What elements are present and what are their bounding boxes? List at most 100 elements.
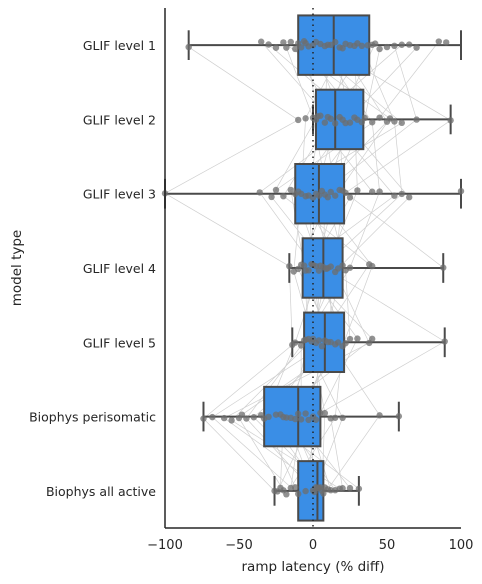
- x-tick-label: 50: [379, 538, 396, 553]
- data-point: [327, 188, 334, 196]
- data-point: [280, 192, 287, 200]
- data-point: [209, 413, 216, 421]
- data-point: [292, 415, 299, 423]
- y-tick-label: GLIF level 3: [83, 187, 156, 202]
- data-point: [346, 194, 354, 201]
- data-point: [221, 414, 228, 422]
- data-point: [297, 342, 305, 349]
- data-point: [324, 194, 331, 201]
- data-point: [287, 38, 294, 46]
- data-point: [302, 115, 309, 122]
- data-point: [332, 120, 339, 127]
- data-point: [376, 188, 383, 195]
- data-point: [354, 187, 361, 194]
- data-point: [457, 187, 465, 195]
- data-point: [302, 410, 309, 417]
- data-point: [346, 484, 354, 492]
- data-point: [332, 414, 339, 421]
- data-point: [265, 413, 272, 421]
- y-tick-label: GLIF level 4: [83, 261, 156, 276]
- paired-line: [164, 119, 299, 194]
- data-point: [443, 39, 450, 46]
- data-point: [406, 41, 413, 48]
- data-point: [413, 44, 420, 51]
- y-ticks: GLIF level 1 GLIF level 2 GLIF level 3 GLIF…: [29, 38, 156, 499]
- paired-line: [212, 416, 299, 495]
- paired-line: [364, 48, 380, 119]
- paired-line: [275, 189, 370, 265]
- paired-line: [345, 120, 451, 194]
- data-point: [398, 41, 405, 48]
- data-point: [292, 339, 299, 346]
- paired-line: [308, 341, 445, 421]
- data-point: [346, 335, 354, 343]
- paired-line: [330, 418, 343, 489]
- data-point: [342, 339, 349, 347]
- data-point: [440, 264, 447, 271]
- data-point: [292, 484, 299, 491]
- y-tick-label: GLIF level 2: [83, 112, 156, 127]
- y-tick-label: Biophys perisomatic: [29, 410, 156, 425]
- data-point: [342, 189, 349, 197]
- paired-line: [286, 417, 336, 495]
- data-point: [376, 114, 383, 121]
- data-point: [391, 42, 398, 50]
- data-point: [228, 417, 235, 424]
- data-point: [317, 409, 324, 417]
- data-point: [305, 267, 312, 274]
- paired-line: [339, 118, 391, 191]
- data-point: [332, 38, 339, 46]
- paired-line: [286, 47, 314, 118]
- data-point: [243, 415, 250, 422]
- data-point: [391, 192, 398, 199]
- data-point: [354, 335, 361, 342]
- paired-line: [271, 116, 318, 198]
- data-point: [286, 262, 293, 270]
- data-point: [258, 38, 265, 45]
- paired-line: [379, 41, 440, 118]
- data-point: [272, 186, 280, 194]
- data-point: [295, 410, 302, 418]
- data-point: [280, 39, 287, 46]
- y-tick-label: GLIF level 5: [83, 335, 156, 350]
- data-point: [312, 416, 320, 423]
- data-point: [395, 413, 403, 420]
- data-point: [406, 194, 413, 201]
- data-point: [376, 45, 383, 53]
- data-point: [441, 338, 448, 345]
- data-point: [283, 491, 290, 498]
- data-point: [315, 267, 323, 274]
- data-point: [369, 119, 376, 126]
- y-tick-label: GLIF level 1: [83, 38, 156, 53]
- data-point: [371, 40, 379, 47]
- x-tick-label: 100: [449, 538, 474, 553]
- data-point: [315, 337, 323, 344]
- data-point: [283, 44, 290, 51]
- data-point: [318, 342, 326, 350]
- data-point: [238, 411, 246, 418]
- data-point: [295, 116, 302, 124]
- data-point: [435, 38, 442, 45]
- data-point: [287, 186, 294, 194]
- data-point: [447, 117, 454, 124]
- data-point: [398, 119, 405, 127]
- x-tick-label: −50: [225, 538, 252, 553]
- data-point: [256, 189, 263, 196]
- data-point: [361, 114, 368, 122]
- data-point: [302, 487, 309, 495]
- paired-line: [394, 45, 417, 120]
- data-point: [200, 415, 207, 422]
- data-point: [327, 263, 334, 270]
- paired-line: [320, 338, 358, 414]
- data-point: [185, 43, 192, 51]
- data-point: [369, 262, 376, 270]
- data-point: [272, 44, 280, 51]
- data-point: [250, 414, 257, 421]
- data-point: [334, 339, 342, 346]
- paired-line: [345, 192, 444, 268]
- data-point: [355, 485, 363, 492]
- data-point: [376, 412, 383, 419]
- paired-line: [188, 46, 299, 121]
- data-point: [320, 490, 327, 497]
